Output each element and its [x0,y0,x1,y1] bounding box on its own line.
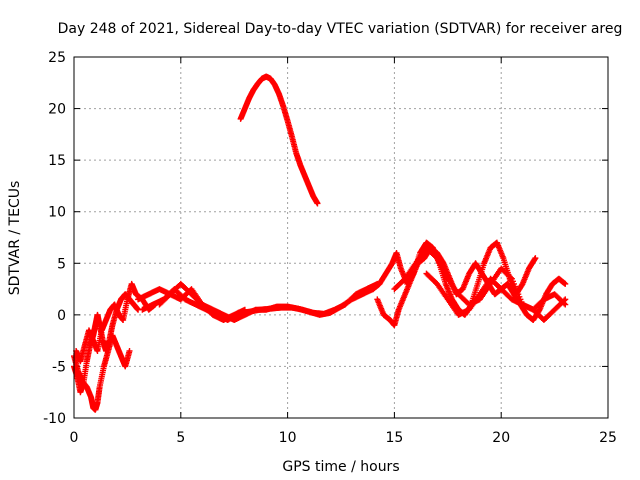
data-point [507,274,514,281]
y-tick-label: -10 [43,411,66,427]
y-tick-label: 25 [48,50,66,66]
x-tick-label: 15 [385,430,403,446]
x-tick-label: 5 [176,430,185,446]
data-point [562,296,569,303]
y-tick-label: 0 [57,308,66,324]
x-tick-labels: 0 5 10 15 20 25 [70,430,617,446]
x-tick-label: 25 [599,430,617,446]
y-tick-labels: -10 -5 0 5 10 15 20 25 [43,50,66,427]
axis-ticks [73,56,609,419]
x-axis-title: GPS time / hours [282,459,399,475]
y-tick-label: 10 [48,205,66,221]
y-axis-title: SDTVAR / TECUs [7,181,23,296]
y-tick-label: -5 [52,359,66,375]
y-tick-label: 5 [57,256,66,272]
data-point [562,301,569,308]
y-tick-label: 20 [48,102,66,118]
x-tick-label: 20 [492,430,510,446]
series-mid-a [135,280,377,324]
chart-title: Day 248 of 2021, Sidereal Day-to-day VTE… [58,21,623,37]
data-point [314,200,321,207]
data-point [126,347,133,354]
x-tick-label: 10 [279,430,297,446]
data-series [71,73,569,413]
grid [74,57,608,418]
x-tick-label: 0 [70,430,79,446]
series-mid-c [156,286,248,324]
series-peak [237,73,321,207]
data-point [562,280,569,287]
data-point [532,255,539,262]
data-point [433,254,440,261]
plot-frame [73,56,609,419]
y-tick-label: 15 [48,153,66,169]
data-point [241,306,248,313]
data-point [561,297,568,304]
series-early-b [71,332,133,413]
series-late-d [423,270,569,324]
